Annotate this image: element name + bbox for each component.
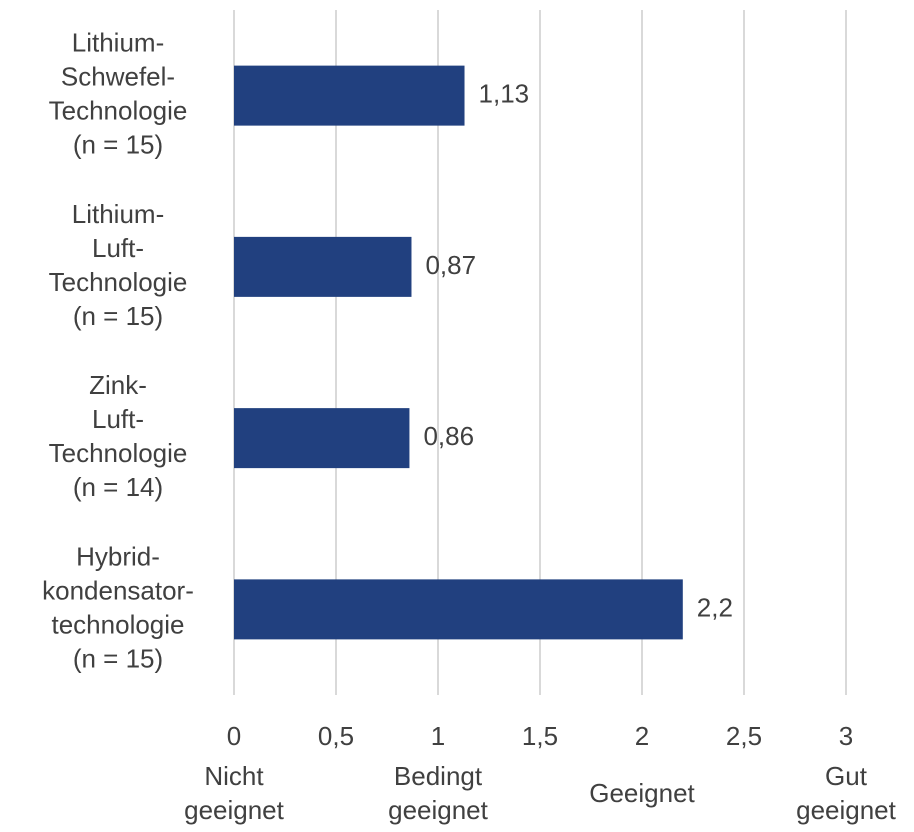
- bar: [234, 65, 465, 126]
- y-tick-label-line: technologie: [52, 609, 185, 639]
- y-tick-label: Hybrid-kondensator-technologie (n = 15): [42, 541, 194, 673]
- bar: [234, 408, 410, 469]
- scale-label-line: geeignet: [796, 795, 897, 825]
- x-tick-label: 1,5: [522, 721, 558, 751]
- y-tick-label: Lithium- Schwefel- Technologie (n = 15): [49, 28, 188, 160]
- data-label: 0,87: [425, 250, 476, 280]
- bar: [234, 579, 683, 640]
- y-tick-label-line: Zink-: [89, 370, 147, 400]
- x-tick-label: 1: [431, 721, 445, 751]
- x-tick-label: 2,5: [726, 721, 762, 751]
- data-label: 1,13: [479, 79, 530, 109]
- y-tick-label-line: (n = 14): [73, 472, 163, 502]
- y-tick-label-line: Technologie: [49, 96, 188, 126]
- y-tick-label-line: Luft-: [92, 404, 144, 434]
- y-tick-label-line: (n = 15): [73, 301, 163, 331]
- x-tick-label: 0,5: [318, 721, 354, 751]
- bar: [234, 236, 412, 297]
- y-tick-label-line: Lithium-: [72, 199, 164, 229]
- scale-label: Geeignet: [589, 778, 695, 808]
- scale-label-line: Bedingt: [394, 761, 483, 791]
- y-tick-label-line: Lithium-: [72, 28, 164, 58]
- x-tick-label: 2: [635, 721, 649, 751]
- y-tick-label-line: Luft-: [92, 233, 144, 263]
- y-tick-label: Lithium- Luft- Technologie (n = 15): [49, 199, 188, 331]
- y-tick-label-line: Hybrid-: [76, 541, 160, 571]
- scale-label-line: geeignet: [184, 795, 285, 825]
- scale-label-line: geeignet: [388, 795, 489, 825]
- scale-label: Nicht geeignet: [184, 761, 285, 825]
- y-tick-label-line: Technologie: [49, 267, 188, 297]
- y-tick-label-line: (n = 15): [73, 643, 163, 673]
- scale-label-line: Nicht: [204, 761, 264, 791]
- data-label: 2,2: [697, 592, 733, 622]
- x-tick-label: 0: [227, 721, 241, 751]
- data-label: 0,86: [423, 421, 474, 451]
- scale-label-line: Geeignet: [589, 778, 695, 808]
- y-tick-label-line: kondensator-: [42, 575, 194, 605]
- scale-label: Bedingt geeignet: [388, 761, 489, 825]
- scale-label: Gut geeignet: [796, 761, 897, 825]
- y-tick-label-line: Schwefel-: [61, 62, 175, 92]
- scale-label-line: Gut: [825, 761, 868, 791]
- y-tick-label-line: Technologie: [49, 438, 188, 468]
- x-tick-label: 3: [839, 721, 853, 751]
- y-tick-label: Zink- Luft- Technologie (n = 14): [49, 370, 188, 502]
- y-tick-label-line: (n = 15): [73, 130, 163, 160]
